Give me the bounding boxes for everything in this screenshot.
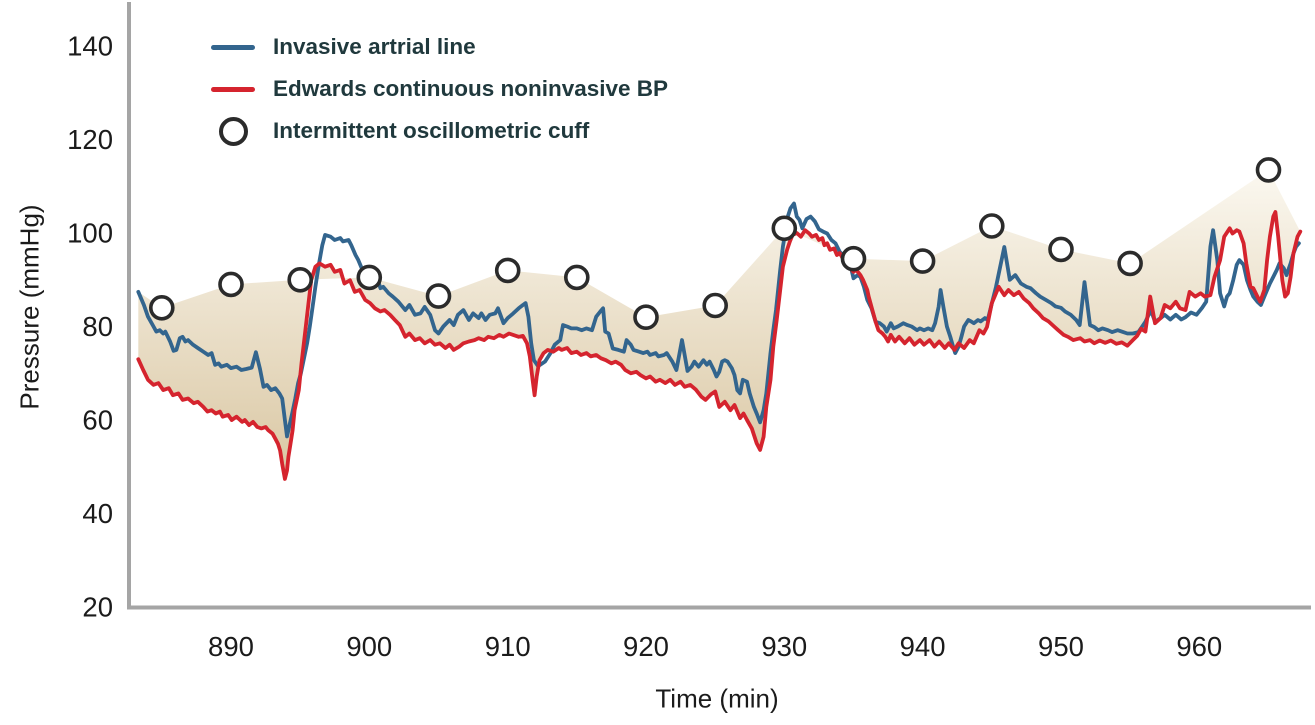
cuff-marker-915 <box>563 264 590 291</box>
y-tick-label-120: 120 <box>67 124 113 155</box>
cuff-marker-955 <box>1117 250 1143 277</box>
x-tick-label-940: 940 <box>900 631 946 662</box>
cuff-marker-935 <box>840 245 867 272</box>
y-tick-label-140: 140 <box>67 31 113 62</box>
legend-label-cuff: Intermittent oscillometric cuff <box>273 118 590 143</box>
x-tick-label-960: 960 <box>1176 631 1222 662</box>
cuff-marker-900 <box>356 264 383 291</box>
y-tick-label-20: 20 <box>82 592 113 623</box>
x-tick-label-930: 930 <box>761 631 807 662</box>
legend-label-edwards: Edwards continuous noninvasive BP <box>273 76 669 101</box>
x-tick-label-910: 910 <box>485 631 531 662</box>
edwards-line-swatch-icon <box>211 86 255 92</box>
legend-swatch-box <box>210 116 256 146</box>
invasive-line-swatch-icon <box>211 44 255 50</box>
cuff-marker-895 <box>287 266 314 293</box>
invasive-arterial-line-series <box>136 201 1301 439</box>
legend-item-oscillometric-cuff: Intermittent oscillometric cuff <box>210 110 668 152</box>
legend: Invasive artrial line Edwards continuous… <box>210 26 668 152</box>
y-tick-label-40: 40 <box>82 498 113 529</box>
cuff-marker-885 <box>149 294 175 321</box>
cuff-marker-910 <box>494 257 521 284</box>
cuff-marker-945 <box>978 213 1005 239</box>
y-tick-label-60: 60 <box>82 405 113 436</box>
legend-swatch-box <box>210 44 256 50</box>
cuff-marker-940 <box>909 248 936 274</box>
cuff-marker-920 <box>633 304 659 331</box>
x-tick-label-950: 950 <box>1038 631 1084 662</box>
legend-swatch-box <box>210 86 256 92</box>
cuff-marker-925 <box>702 292 729 319</box>
cuff-circle-icon <box>218 116 248 146</box>
x-axis-title: Time (min) <box>655 683 779 714</box>
x-tick-label-890: 890 <box>208 631 254 662</box>
y-axis-title: Pressure (mmHg) <box>14 204 45 410</box>
legend-label-invasive: Invasive artrial line <box>273 34 476 59</box>
x-tick-label-920: 920 <box>623 631 669 662</box>
cuff-marker-930 <box>771 215 798 242</box>
cuff-to-edwards-shaded-band <box>138 169 1301 479</box>
x-tick-label-900: 900 <box>346 631 392 662</box>
cuff-marker-965 <box>1255 157 1282 183</box>
y-tick-label-80: 80 <box>82 311 113 342</box>
y-tick-label-100: 100 <box>67 218 113 249</box>
cuff-marker-890 <box>218 271 244 298</box>
legend-item-invasive-arterial: Invasive artrial line <box>210 26 668 68</box>
cuff-marker-905 <box>425 283 452 309</box>
legend-item-edwards-noninvasive: Edwards continuous noninvasive BP <box>210 68 668 110</box>
cuff-marker-950 <box>1048 236 1074 263</box>
